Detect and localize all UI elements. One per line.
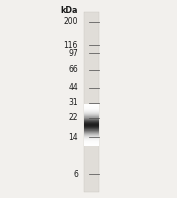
Bar bbox=[84, 127, 99, 128]
Bar bbox=[84, 123, 99, 124]
Bar bbox=[84, 119, 99, 120]
Bar bbox=[84, 141, 99, 142]
Bar bbox=[84, 145, 99, 146]
Bar bbox=[84, 128, 99, 129]
Bar bbox=[84, 132, 99, 133]
Bar bbox=[84, 114, 99, 115]
Bar bbox=[84, 142, 99, 143]
Bar bbox=[84, 135, 99, 136]
Bar bbox=[84, 144, 99, 145]
Bar bbox=[84, 106, 99, 107]
Bar bbox=[84, 142, 99, 143]
Bar bbox=[84, 105, 99, 106]
Bar bbox=[84, 110, 99, 111]
Bar bbox=[84, 119, 99, 120]
Bar bbox=[84, 108, 99, 109]
Bar bbox=[84, 117, 99, 118]
Bar bbox=[84, 113, 99, 114]
Bar bbox=[84, 12, 99, 192]
Bar bbox=[84, 106, 99, 107]
Bar bbox=[84, 143, 99, 144]
Bar bbox=[84, 112, 99, 113]
Text: 200: 200 bbox=[63, 17, 78, 26]
Bar bbox=[84, 131, 99, 132]
Bar bbox=[84, 130, 99, 131]
Bar bbox=[84, 107, 99, 108]
Bar bbox=[84, 118, 99, 119]
Text: 44: 44 bbox=[68, 83, 78, 92]
Text: 116: 116 bbox=[64, 41, 78, 50]
Bar bbox=[84, 138, 99, 139]
Bar bbox=[84, 129, 99, 130]
Bar bbox=[84, 122, 99, 123]
Bar bbox=[84, 113, 99, 114]
Bar bbox=[84, 145, 99, 146]
Text: 97: 97 bbox=[68, 49, 78, 58]
Bar bbox=[84, 124, 99, 125]
Bar bbox=[84, 128, 99, 129]
Bar bbox=[84, 137, 99, 138]
Bar bbox=[84, 136, 99, 137]
Bar bbox=[84, 136, 99, 137]
Bar bbox=[84, 116, 99, 117]
Bar bbox=[84, 120, 99, 121]
Bar bbox=[84, 109, 99, 110]
Bar bbox=[84, 125, 99, 126]
Bar bbox=[84, 117, 99, 118]
Bar bbox=[84, 105, 99, 106]
Bar bbox=[84, 123, 99, 124]
Bar bbox=[84, 138, 99, 139]
Bar bbox=[84, 137, 99, 138]
Text: 6: 6 bbox=[73, 170, 78, 179]
Bar bbox=[84, 134, 99, 135]
Bar bbox=[84, 124, 99, 125]
Bar bbox=[84, 104, 99, 105]
Text: 22: 22 bbox=[68, 113, 78, 122]
Text: 31: 31 bbox=[68, 98, 78, 107]
Bar bbox=[84, 134, 99, 135]
Bar bbox=[84, 112, 99, 113]
Bar bbox=[84, 120, 99, 121]
Bar bbox=[84, 121, 99, 122]
Bar bbox=[84, 110, 99, 111]
Bar bbox=[84, 121, 99, 122]
Bar bbox=[84, 109, 99, 110]
Bar bbox=[84, 135, 99, 136]
Bar bbox=[84, 126, 99, 127]
Bar bbox=[84, 143, 99, 144]
Text: 66: 66 bbox=[68, 65, 78, 74]
Bar bbox=[84, 139, 99, 140]
Bar bbox=[84, 139, 99, 140]
Bar bbox=[84, 111, 99, 112]
Bar bbox=[84, 107, 99, 108]
Bar bbox=[84, 144, 99, 145]
Bar bbox=[84, 115, 99, 116]
Bar bbox=[84, 133, 99, 134]
Bar bbox=[84, 132, 99, 133]
Bar bbox=[84, 133, 99, 134]
Bar bbox=[84, 114, 99, 115]
Text: 14: 14 bbox=[68, 133, 78, 142]
Text: kDa: kDa bbox=[60, 6, 78, 15]
Bar bbox=[84, 118, 99, 119]
Bar bbox=[84, 108, 99, 109]
Bar bbox=[84, 122, 99, 123]
Bar bbox=[84, 140, 99, 141]
Bar bbox=[84, 111, 99, 112]
